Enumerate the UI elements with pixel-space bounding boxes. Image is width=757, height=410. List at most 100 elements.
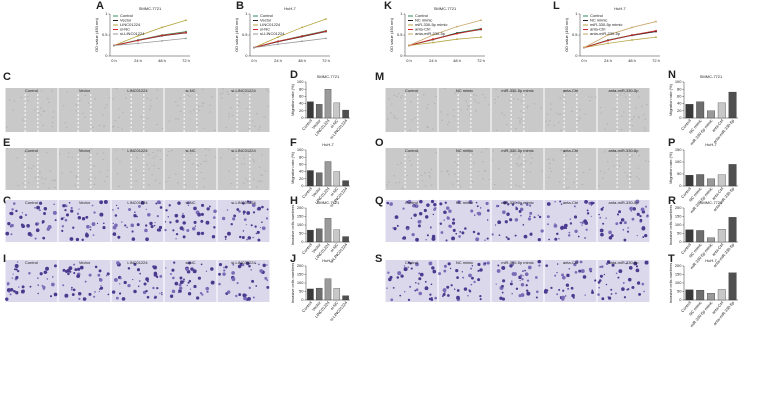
texture: [396, 164, 399, 166]
cell: [553, 224, 558, 228]
texture: [203, 186, 206, 188]
cell: [159, 292, 161, 294]
y-tick-label: 100: [675, 222, 682, 227]
cell: [426, 234, 429, 237]
chart-title: SMMC-7721: [434, 6, 457, 11]
cell: [450, 284, 453, 287]
cell: [524, 202, 527, 204]
texture: [102, 158, 105, 160]
y-tick-label: 0: [400, 53, 403, 58]
texture: [579, 109, 581, 111]
texture: [243, 163, 246, 165]
cell: [459, 231, 462, 233]
x-tick-label: si-NC: [329, 300, 339, 311]
cell: [114, 214, 118, 217]
cell: [407, 266, 409, 268]
texture: [487, 104, 490, 106]
cell: [115, 204, 118, 207]
texture: [473, 99, 476, 101]
series-line: [408, 19, 482, 46]
x-tick-label: 24 h: [604, 58, 612, 63]
texture: [558, 113, 560, 115]
chart-title: SMMC-7721: [139, 6, 162, 11]
cell: [615, 222, 619, 226]
cell: [594, 279, 597, 282]
texture: [253, 160, 256, 162]
cell: [37, 292, 39, 295]
point: [277, 40, 279, 43]
legend-label: si-NC: [260, 27, 270, 32]
panel-letter: D: [290, 69, 298, 81]
cell: [134, 211, 136, 214]
panel-letter: N: [668, 69, 676, 81]
cell: [495, 204, 499, 208]
wound-image: [491, 148, 544, 190]
cell: [445, 206, 450, 210]
cell: [403, 267, 408, 272]
texture: [147, 154, 150, 156]
cell: [172, 229, 175, 232]
cell: [484, 262, 487, 265]
texture: [440, 171, 443, 173]
cell: [619, 221, 623, 225]
cell: [161, 293, 163, 296]
texture: [414, 117, 416, 119]
texture: [23, 151, 26, 153]
cell: [644, 260, 649, 265]
cell: [43, 212, 46, 215]
image-label: NC mimic: [456, 200, 473, 205]
cell: [636, 281, 641, 285]
cell: [246, 239, 248, 241]
cell: [75, 237, 80, 242]
texture: [397, 93, 400, 95]
cell: [647, 214, 649, 216]
cell: [430, 297, 433, 300]
x-tick-label: si-NC: [329, 186, 339, 197]
texture: [498, 168, 500, 170]
image-label: NC mimic: [456, 260, 473, 265]
texture: [482, 94, 484, 96]
texture: [23, 183, 25, 185]
cell: [622, 228, 625, 231]
texture: [565, 154, 567, 156]
texture: [641, 105, 643, 107]
cell: [430, 283, 433, 286]
cell: [9, 211, 13, 215]
y-tick-label: 200: [675, 263, 682, 268]
texture: [643, 114, 645, 116]
cell: [164, 228, 167, 232]
texture: [533, 103, 536, 105]
point: [137, 39, 139, 42]
cell: [554, 237, 558, 241]
y-axis-label: OD value (450 nm): [389, 17, 394, 51]
texture: [473, 94, 475, 96]
chart-title: HuH-7: [322, 142, 334, 147]
cell: [644, 234, 648, 238]
texture: [435, 95, 437, 97]
cell: [27, 231, 32, 236]
cell: [145, 289, 148, 293]
image-label: Control: [25, 148, 38, 153]
texture: [37, 176, 40, 178]
bar: [728, 217, 737, 243]
cell: [584, 294, 586, 296]
cell: [529, 204, 532, 207]
cell: [574, 270, 578, 274]
texture: [228, 170, 230, 172]
bar: [307, 288, 314, 301]
y-axis-label: OD value (450 nm): [234, 17, 239, 51]
panel-letter: R: [668, 195, 676, 207]
wound-image: [597, 148, 650, 190]
cell: [46, 227, 50, 231]
image-label: anta-miR-330-5p: [608, 148, 639, 153]
texture: [66, 91, 69, 93]
texture: [41, 177, 43, 179]
legend-label: NC mimic: [590, 18, 607, 23]
cell: [72, 226, 75, 229]
cell: [415, 237, 419, 242]
texture: [582, 171, 585, 173]
cell: [159, 202, 161, 204]
texture: [396, 118, 399, 120]
cell: [117, 235, 121, 239]
cell: [76, 212, 80, 215]
